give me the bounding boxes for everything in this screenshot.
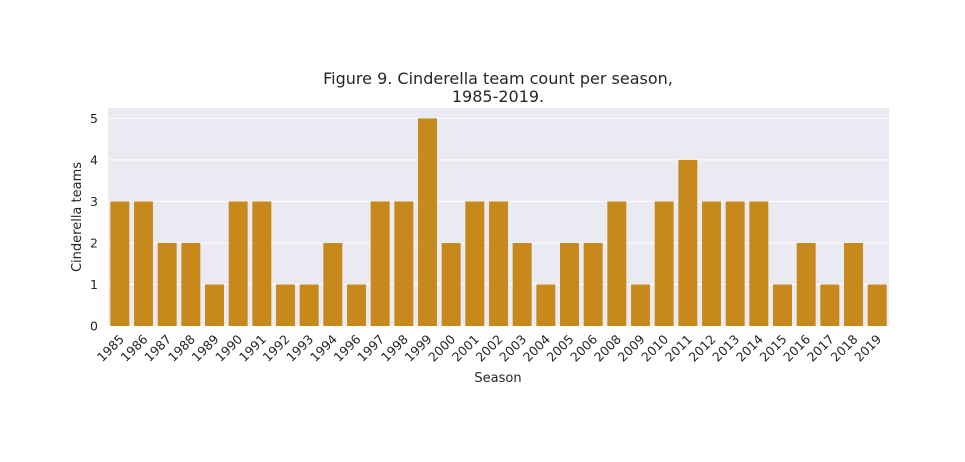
- bar-1990: [228, 201, 248, 326]
- bar-2009: [631, 284, 650, 326]
- bar-2008: [607, 201, 627, 326]
- bar-1985: [110, 201, 130, 326]
- bar-2003: [512, 242, 532, 326]
- x-axis-label: Season: [474, 371, 521, 386]
- bar-1991: [252, 201, 272, 326]
- y-tick-label: 0: [90, 319, 98, 334]
- y-tick-label: 1: [90, 277, 98, 292]
- bars: [110, 118, 887, 326]
- bar-2000: [441, 242, 461, 326]
- bar-2019: [867, 284, 887, 326]
- bar-2015: [773, 284, 792, 326]
- bar-2006: [583, 242, 603, 326]
- y-axis-label: Cinderella teams: [70, 162, 85, 272]
- bar-1996: [347, 284, 366, 326]
- y-tick-label: 2: [90, 235, 98, 250]
- bar-1987: [157, 242, 177, 326]
- y-tick-label: 4: [90, 152, 98, 167]
- bar-2011: [678, 159, 698, 326]
- chart-title-line-2: 1985-2019.: [452, 87, 544, 106]
- x-tick-label: 2019: [851, 331, 884, 364]
- bar-1994: [323, 242, 343, 326]
- bar-1988: [181, 242, 201, 326]
- bar-1998: [394, 201, 414, 326]
- bar-2013: [725, 201, 745, 326]
- bar-2018: [844, 242, 863, 326]
- y-tick-label: 5: [90, 111, 98, 126]
- bar-2017: [820, 284, 840, 326]
- bar-2002: [489, 201, 508, 326]
- y-tick-label: 3: [90, 194, 98, 209]
- chart-title-line-1: Figure 9. Cinderella team count per seas…: [323, 69, 673, 88]
- bar-1989: [205, 284, 224, 326]
- bar-1986: [134, 201, 153, 326]
- y-axis-ticks: 0 1 2 3 4 5: [90, 111, 98, 334]
- bar-2012: [702, 201, 721, 326]
- bar-1992: [276, 284, 295, 326]
- bar-2004: [536, 284, 556, 326]
- bar-1993: [299, 284, 319, 326]
- bar-2001: [465, 201, 485, 326]
- bar-2010: [654, 201, 674, 326]
- bar-1997: [370, 201, 390, 326]
- bar-2016: [796, 242, 816, 326]
- bar-2005: [560, 242, 579, 326]
- x-axis-ticks: 1985198619871988198919901991199219931994…: [94, 331, 884, 364]
- bar-1999: [418, 118, 437, 326]
- bar-2014: [749, 201, 769, 326]
